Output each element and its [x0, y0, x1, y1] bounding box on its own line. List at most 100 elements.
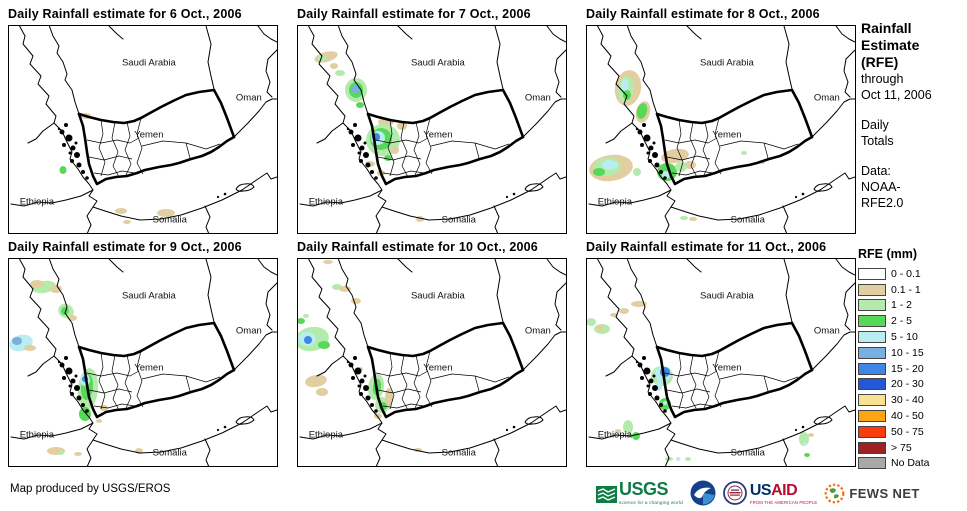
country-label-saudi-arabia: Saudi Arabia: [699, 290, 754, 302]
usgs-wave-icon: [596, 485, 617, 503]
country-label-somalia: Somalia: [441, 447, 476, 459]
country-label-yemen: Yemen: [712, 129, 742, 141]
legend-swatch: [858, 362, 886, 375]
legend-row: 0.1 - 1: [858, 282, 966, 298]
legend-label: 15 - 20: [891, 362, 924, 375]
legend-row: 2 - 5: [858, 313, 966, 329]
legend-swatch: [858, 410, 886, 423]
map-credit: Map produced by USGS/EROS: [10, 483, 171, 495]
side-data-rfe: RFE2.0: [861, 196, 904, 210]
country-label-ethiopia: Ethiopia: [597, 196, 633, 208]
legend-label: 20 - 30: [891, 378, 924, 391]
legend: RFE (mm) 0 - 0.1 0.1 - 1 1 - 2 2 - 5 5 -…: [858, 247, 966, 471]
legend-swatch: [858, 378, 886, 391]
rainfall-map-oct7: Saudi Arabia Oman Yemen Ethiopia Somalia: [297, 25, 567, 234]
rainfall-map-oct11: Saudi Arabia Oman Yemen Ethiopia Somalia: [586, 258, 856, 467]
legend-swatch: [858, 315, 886, 328]
legend-row: > 75: [858, 440, 966, 456]
legend-label: 0.1 - 1: [891, 283, 921, 296]
legend-label: 5 - 10: [891, 331, 918, 344]
map-panel-oct7: Daily Rainfall estimate for 7 Oct., 2006…: [297, 6, 567, 234]
rainfall-map-oct10: Saudi Arabia Oman Yemen Ethiopia Somalia: [297, 258, 567, 467]
side-title-line1: Rainfall: [861, 20, 912, 36]
country-label-ethiopia: Ethiopia: [308, 429, 344, 441]
country-label-ethiopia: Ethiopia: [19, 429, 55, 441]
legend-row: 0 - 0.1: [858, 266, 966, 282]
country-label-saudi-arabia: Saudi Arabia: [699, 57, 754, 69]
usgs-wordmark: USGS: [619, 478, 669, 499]
usgs-logo: USGS science for a changing world: [596, 478, 683, 505]
side-daily: Daily: [861, 118, 889, 132]
country-label-oman: Oman: [524, 92, 551, 104]
panel-title-oct6: Daily Rainfall estimate for 6 Oct., 2006: [8, 7, 242, 21]
usaid-tagline: FROM THE AMERICAN PEOPLE: [749, 499, 818, 505]
side-title-line2: Estimate: [861, 37, 920, 53]
usgs-tagline: science for a changing world: [619, 499, 683, 505]
agency-logos: USGS science for a changing world USAID …: [596, 477, 920, 509]
map-panel-oct11: Daily Rainfall estimate for 11 Oct., 200…: [586, 239, 856, 467]
rainfall-map-oct6: Saudi Arabia Oman Yemen Ethiopia Somalia: [8, 25, 278, 234]
legend-swatch: [858, 331, 886, 344]
legend-row: 1 - 2: [858, 298, 966, 314]
country-label-yemen: Yemen: [134, 362, 164, 374]
legend-row: 30 - 40: [858, 392, 966, 408]
map-panel-oct6: Daily Rainfall estimate for 6 Oct., 2006…: [8, 6, 278, 234]
country-label-oman: Oman: [813, 325, 840, 337]
legend-swatch: [858, 394, 886, 407]
legend-label: 40 - 50: [891, 410, 924, 423]
panel-title-oct7: Daily Rainfall estimate for 7 Oct., 2006: [297, 7, 531, 21]
legend-label: 2 - 5: [891, 315, 913, 328]
panel-title-oct10: Daily Rainfall estimate for 10 Oct., 200…: [297, 240, 538, 254]
legend-swatch: [858, 425, 886, 438]
country-label-oman: Oman: [235, 325, 262, 337]
fewsnet-globe-icon: [824, 483, 845, 503]
map-panel-oct10: Daily Rainfall estimate for 10 Oct., 200…: [297, 239, 567, 467]
country-label-yemen: Yemen: [423, 362, 453, 374]
legend-swatch: [858, 457, 886, 470]
legend-label: No Data: [891, 457, 930, 470]
legend-swatch: [858, 299, 886, 312]
fewsnet-logo: FEWS NET: [824, 483, 919, 504]
legend-label: 1 - 2: [891, 299, 913, 312]
legend-row: 50 - 75: [858, 424, 966, 440]
legend-row: 15 - 20: [858, 361, 966, 377]
panel-title-oct11: Daily Rainfall estimate for 11 Oct., 200…: [586, 240, 827, 254]
country-label-ethiopia: Ethiopia: [597, 429, 633, 441]
legend-swatch: [858, 283, 886, 296]
country-label-ethiopia: Ethiopia: [19, 196, 55, 208]
country-label-somalia: Somalia: [152, 447, 187, 459]
usaid-logo: USAID FROM THE AMERICAN PEOPLE: [722, 481, 818, 505]
country-label-saudi-arabia: Saudi Arabia: [410, 290, 465, 302]
noaa-logo-icon: [690, 480, 716, 506]
usaid-wordmark: USAID: [749, 481, 798, 499]
legend-title: RFE (mm): [858, 247, 918, 261]
country-label-yemen: Yemen: [712, 362, 742, 374]
map-panel-oct9: Daily Rainfall estimate for 9 Oct., 2006…: [8, 239, 278, 467]
side-totals: Totals: [861, 134, 894, 148]
side-data-label: Data:: [861, 164, 891, 178]
country-label-oman: Oman: [813, 92, 840, 104]
legend-swatch: [858, 267, 886, 280]
info-column: Rainfall Estimate (RFE) through Oct 11, …: [861, 20, 965, 211]
country-label-somalia: Somalia: [152, 214, 187, 226]
country-label-somalia: Somalia: [730, 214, 765, 226]
legend-label: 50 - 75: [891, 425, 924, 438]
country-label-oman: Oman: [524, 325, 551, 337]
map-panel-oct8: Daily Rainfall estimate for 8 Oct., 2006…: [586, 6, 856, 234]
rainfall-map-oct9: Saudi Arabia Oman Yemen Ethiopia Somalia: [8, 258, 278, 467]
country-label-somalia: Somalia: [730, 447, 765, 459]
legend-swatch: [858, 441, 886, 454]
country-label-saudi-arabia: Saudi Arabia: [410, 57, 465, 69]
country-label-somalia: Somalia: [441, 214, 476, 226]
legend-row: 20 - 30: [858, 377, 966, 393]
legend-row: 40 - 50: [858, 408, 966, 424]
side-data-noaa: NOAA-: [861, 180, 901, 194]
country-label-oman: Oman: [235, 92, 262, 104]
side-title-line3: (RFE): [861, 54, 899, 70]
legend-label: 0 - 0.1: [891, 267, 921, 280]
side-through: through: [861, 72, 904, 86]
country-label-ethiopia: Ethiopia: [308, 196, 344, 208]
legend-swatch: [858, 346, 886, 359]
legend-row: 5 - 10: [858, 329, 966, 345]
